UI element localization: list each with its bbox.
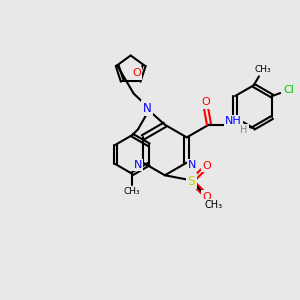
Text: NH: NH [225,116,242,126]
Text: CH₃: CH₃ [124,187,140,196]
Text: O: O [203,161,212,171]
Text: S: S [188,175,196,188]
Text: N: N [134,160,142,170]
Text: N: N [188,160,196,170]
Text: N: N [143,102,152,115]
Text: H: H [240,125,247,135]
Text: CH₃: CH₃ [205,200,223,210]
Text: O: O [202,97,210,107]
Text: O: O [203,192,212,202]
Text: CH₃: CH₃ [254,64,271,74]
Text: Cl: Cl [283,85,294,95]
Text: O: O [132,68,141,78]
